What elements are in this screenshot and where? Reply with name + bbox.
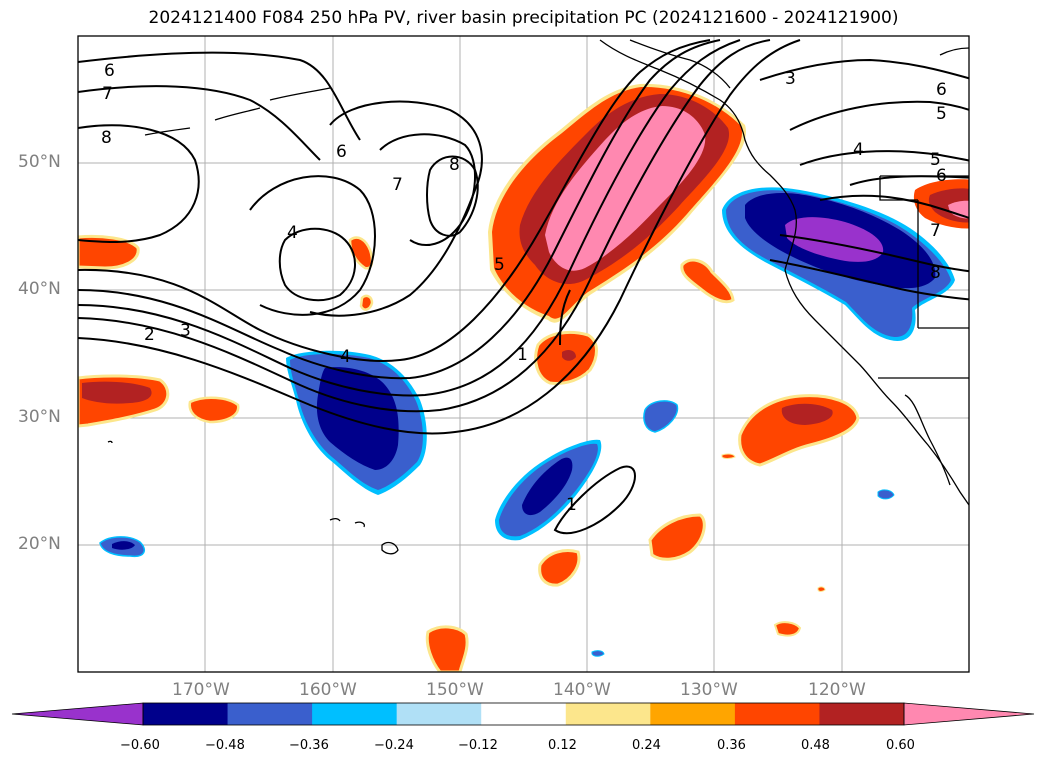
contour-label: 4: [853, 140, 864, 160]
lon-label: 120°W: [808, 680, 866, 700]
pv-contours: [78, 39, 969, 535]
contour-label: 5: [936, 104, 947, 124]
contour-label: 5: [930, 150, 941, 170]
contour-label: 6: [936, 80, 947, 100]
colorbar-tick: −0.24: [374, 738, 414, 753]
lon-label: 150°W: [426, 680, 484, 700]
lon-label: 140°W: [553, 680, 611, 700]
map-frame: [77, 35, 970, 673]
contour-label: 6: [104, 61, 115, 81]
colorbar-tick: 0.12: [548, 738, 577, 753]
colorbar-tick: 0.24: [632, 738, 661, 753]
contour-label: 8: [101, 128, 112, 148]
positive-anomaly-nw-plume: [488, 83, 746, 323]
small-negative-blobs: [99, 400, 895, 657]
lat-label: 40°N: [18, 279, 61, 299]
contour-label: 1: [566, 495, 577, 515]
contour-label: 2: [144, 325, 155, 345]
contour-label: 4: [340, 347, 351, 367]
colorbar-tick: −0.60: [120, 738, 160, 753]
contour-labels: 6 7 8 6 7 8 4 4 5 2 3 4 1 1 3 6 5 4 5 6 …: [101, 61, 947, 515]
contour-label: 7: [392, 175, 403, 195]
colorbar-tick: 0.60: [886, 738, 915, 753]
coastlines: [107, 39, 969, 555]
contour-label: 3: [180, 321, 191, 341]
contour-label: 6: [936, 166, 947, 186]
contour-label: 3: [785, 69, 796, 89]
negative-anomaly-west-coast: [722, 187, 955, 341]
contour-label: 8: [449, 155, 460, 175]
colorbar-tick: −0.12: [458, 738, 498, 753]
contour-label: 5: [494, 255, 505, 275]
lat-label: 20°N: [18, 534, 61, 554]
lon-label: 160°W: [299, 680, 357, 700]
contour-label: 8: [930, 263, 941, 283]
lon-label: 130°W: [680, 680, 738, 700]
colorbar-tick: 0.36: [717, 738, 746, 753]
lat-label: 30°N: [18, 407, 61, 427]
lat-label: 50°N: [18, 152, 61, 172]
colorbar-tick: −0.48: [205, 738, 245, 753]
contour-label: 1: [517, 345, 528, 365]
positive-anomaly-ne-corner: [913, 179, 969, 229]
colorbar-tick: −0.36: [289, 738, 329, 753]
lon-label: 170°W: [172, 680, 230, 700]
contour-label: 7: [930, 221, 941, 241]
contour-label: 4: [287, 223, 298, 243]
contour-label: 7: [102, 84, 113, 104]
contour-label: 6: [336, 142, 347, 162]
colorbar-tick: 0.48: [801, 738, 830, 753]
plot-title: 2024121400 F084 250 hPa PV, river basin …: [148, 8, 899, 28]
negative-anomaly-subtropical: [495, 439, 602, 541]
